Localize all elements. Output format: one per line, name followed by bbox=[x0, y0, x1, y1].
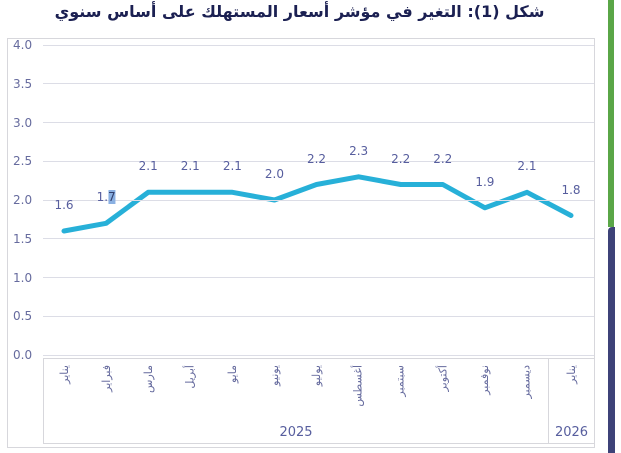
y-axis-tick-label: 3.0 bbox=[13, 115, 33, 130]
month-tick-label: أبريل bbox=[184, 365, 197, 389]
data-point-label: 2.2 bbox=[306, 151, 327, 166]
month-slot: مارس bbox=[128, 359, 170, 419]
y-axis-tick-label: 0.5 bbox=[13, 309, 33, 324]
month-tick-label: أكتوبر bbox=[436, 365, 449, 392]
month-slot: أغسطس bbox=[338, 359, 380, 419]
month-tick-label: يناير bbox=[564, 365, 578, 384]
gridline bbox=[43, 122, 594, 123]
data-point-label: 2.1 bbox=[180, 159, 200, 174]
data-point-label: 2.1 bbox=[517, 159, 537, 174]
month-tick-label: مارس bbox=[142, 365, 155, 393]
plot-area: 1.6 1.7 2.1 2.1 2.1 2.0 2.2 2.3 2.2 2.2 1.9 2.1 1.8 bbox=[43, 44, 594, 356]
months-row-2026: يناير bbox=[549, 359, 594, 419]
gridline bbox=[43, 354, 594, 356]
gridline bbox=[43, 44, 594, 46]
y-axis-tick-label: 2.5 bbox=[13, 154, 33, 169]
y-axis-tick-label: 2.0 bbox=[13, 193, 33, 207]
month-tick-label: يناير bbox=[58, 365, 71, 384]
x-axis: يناير فبراير مارس أبريل مايو يونيو يوليو أغسطس س… bbox=[43, 358, 595, 444]
gridline bbox=[43, 199, 594, 201]
month-slot: سبتمبر bbox=[380, 359, 422, 419]
month-tick-label: أغسطس bbox=[352, 365, 365, 407]
cpi-line-chart[interactable]: 4.0 3.5 3.0 2.5 2.0 1.5 1.0 0.5 0.0 1.6 1.7 2.1 2.1… bbox=[7, 38, 595, 448]
month-tick-label: فبراير bbox=[100, 365, 113, 392]
gridline bbox=[43, 277, 594, 278]
year-2026-cell: يناير 2026 bbox=[548, 358, 595, 444]
chart-title: شكل (1): التغير في مؤشر أسعار المستهلك ع… bbox=[54, 2, 545, 21]
data-point-label: 2.1 bbox=[138, 159, 158, 174]
month-slot: يناير bbox=[549, 359, 594, 419]
month-tick-label: مايو bbox=[226, 365, 239, 383]
data-point-label: 2.3 bbox=[349, 143, 369, 158]
gridline bbox=[43, 83, 594, 85]
data-point-label[interactable]: 1.7 bbox=[97, 189, 116, 205]
gridline bbox=[43, 315, 594, 317]
line-series-svg bbox=[61, 174, 574, 234]
month-slot: مايو bbox=[212, 359, 254, 419]
data-point-label: 2.0 bbox=[264, 167, 284, 181]
month-slot: نوفمبر bbox=[464, 359, 506, 419]
month-tick-label: يونيو bbox=[268, 365, 281, 386]
months-row-2025: يناير فبراير مارس أبريل مايو يونيو يوليو أغسطس س… bbox=[44, 359, 548, 419]
y-axis-tick-label: 1.0 bbox=[13, 270, 33, 285]
data-point-label: 1.6 bbox=[54, 198, 74, 212]
data-point-label: 1.8 bbox=[561, 182, 581, 197]
label-text: 1. bbox=[96, 190, 109, 205]
y-axis-tick-label: 0.0 bbox=[13, 348, 33, 362]
data-point-label: 2.2 bbox=[433, 151, 453, 166]
month-tick-label: ديسمبر bbox=[520, 365, 533, 399]
data-point-label: 2.2 bbox=[391, 151, 411, 166]
y-axis-tick-label: 4.0 bbox=[13, 38, 33, 52]
month-tick-label: سبتمبر bbox=[394, 365, 407, 397]
data-point-label: 2.1 bbox=[222, 159, 242, 174]
cpi-trend-line bbox=[61, 174, 574, 234]
year-label-2026: 2026 bbox=[554, 425, 589, 440]
month-slot: أبريل bbox=[170, 359, 212, 419]
year-2025-cell: يناير فبراير مارس أبريل مايو يونيو يوليو أغسطس س… bbox=[43, 358, 549, 444]
page-border-strip-navy bbox=[608, 227, 615, 453]
year-label-2025: 2025 bbox=[279, 425, 313, 440]
page-border-strip-green bbox=[608, 0, 614, 227]
month-slot: ديسمبر bbox=[506, 359, 548, 419]
month-slot: يونيو bbox=[254, 359, 296, 419]
month-tick-label: يوليو bbox=[310, 365, 323, 387]
gridline bbox=[43, 238, 594, 240]
month-tick-label: نوفمبر bbox=[478, 365, 491, 395]
month-slot: فبراير bbox=[86, 359, 128, 419]
data-point-label: 1.9 bbox=[475, 174, 495, 189]
month-slot: يناير bbox=[44, 359, 86, 419]
y-axis-tick-label: 1.5 bbox=[13, 231, 33, 246]
selection-highlight[interactable]: 7 bbox=[108, 190, 116, 205]
month-slot: يوليو bbox=[296, 359, 338, 419]
gridline bbox=[43, 160, 594, 162]
month-slot: أكتوبر bbox=[422, 359, 464, 419]
y-axis-tick-label: 3.5 bbox=[13, 76, 33, 91]
